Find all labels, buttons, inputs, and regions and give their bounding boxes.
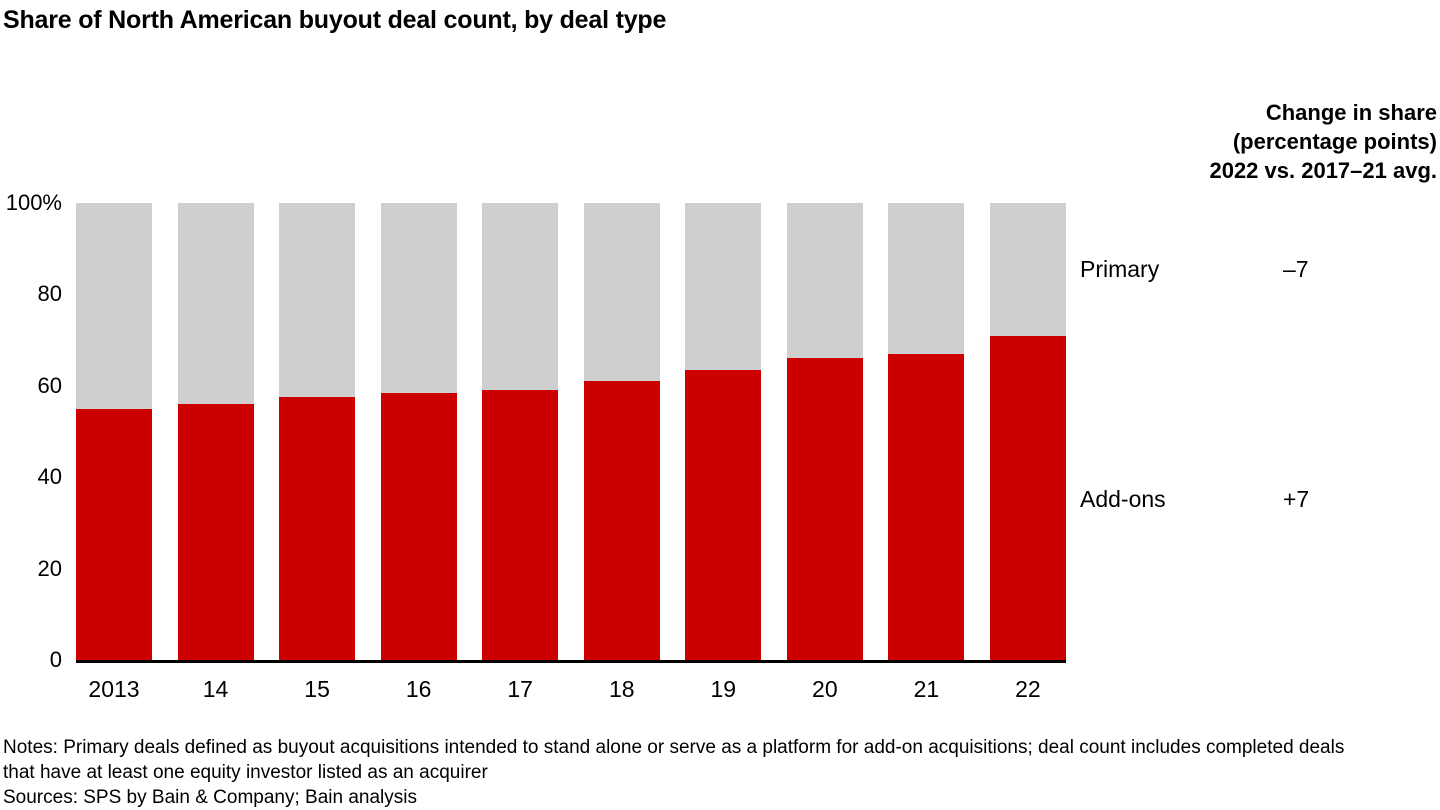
bar-segment-primary: [786, 203, 863, 359]
bar-segment-primary: [177, 203, 254, 405]
bar-segment-primary: [989, 203, 1066, 336]
change-header-line-1: Change in share: [1265, 100, 1437, 125]
bar-segment-addons: [685, 369, 762, 660]
change-in-share-header: Change in share (percentage points) 2022…: [1209, 98, 1437, 185]
y-tick-label-20: 20: [37, 555, 62, 581]
plot-area: [76, 203, 1066, 663]
x-tick-label-22: 22: [1015, 676, 1041, 702]
bar-16: [380, 203, 457, 660]
bar-segment-addons: [177, 404, 254, 660]
bar-segment-primary: [279, 203, 356, 398]
change-value-primary: –7: [1283, 256, 1309, 282]
bar-segment-addons: [786, 358, 863, 660]
x-tick-label-20: 20: [812, 676, 838, 702]
bar-segment-addons: [989, 335, 1066, 660]
bar-segment-primary: [583, 203, 660, 382]
x-tick-label-14: 14: [202, 676, 229, 702]
bar-19: [685, 203, 762, 660]
x-tick-label-16: 16: [405, 676, 432, 702]
bar-segment-addons: [76, 408, 152, 660]
change-header-line-3: 2022 vs. 2017–21 avg.: [1209, 158, 1437, 183]
legend-row-primary: Primary –7: [1080, 256, 1309, 283]
bar-2013: [76, 203, 152, 660]
x-axis: 2013 14 15 16 17 18 19 20 21 22: [76, 676, 1066, 703]
bar-segment-addons: [583, 381, 660, 660]
x-tick-label-19: 19: [710, 676, 737, 702]
bar-segment-addons: [380, 392, 457, 660]
bar-segment-primary: [482, 203, 559, 391]
y-tick-label-0: 0: [49, 647, 62, 672]
bar-segment-addons: [482, 390, 559, 660]
bar-18: [583, 203, 660, 660]
y-axis: 100% 80 60 40 20 0: [0, 190, 62, 672]
legend-row-addons: Add-ons +7: [1080, 486, 1309, 513]
change-value-addons: +7: [1283, 486, 1310, 512]
x-tick-label-15: 15: [304, 676, 330, 702]
x-tick-label-21: 21: [913, 676, 940, 702]
change-header-line-2: (percentage points): [1232, 129, 1437, 154]
x-tick-label-2013: 2013: [88, 676, 140, 702]
footnotes: Notes: Primary deals defined as buyout a…: [3, 735, 1344, 810]
bar-17: [482, 203, 559, 660]
bar-segment-primary: [76, 203, 152, 409]
x-tick-label-17: 17: [507, 676, 533, 702]
bar-21: [888, 203, 965, 660]
y-tick-label-40: 40: [37, 464, 62, 490]
bar-segment-primary: [380, 203, 457, 393]
note-line-3: Sources: SPS by Bain & Company; Bain ana…: [3, 787, 417, 808]
page-title: Share of North American buyout deal coun…: [3, 6, 667, 34]
bar-22: [989, 203, 1066, 660]
bar-20: [786, 203, 863, 660]
legend-label-addons: Add-ons: [1080, 486, 1166, 512]
note-line-2: that have at least one equity investor l…: [3, 762, 488, 783]
legend-label-primary: Primary: [1080, 256, 1160, 282]
bar-14: [177, 203, 254, 660]
y-tick-label-60: 60: [37, 372, 62, 398]
y-tick-label-100: 100%: [5, 190, 62, 215]
note-line-1: Notes: Primary deals defined as buyout a…: [3, 737, 1345, 758]
bar-segment-primary: [888, 203, 965, 354]
bar-segment-addons: [888, 353, 965, 660]
x-tick-label-18: 18: [608, 676, 635, 702]
bar-segment-addons: [279, 397, 356, 660]
bar-segment-primary: [685, 203, 762, 370]
y-tick-label-80: 80: [37, 281, 62, 307]
bar-15: [279, 203, 356, 660]
